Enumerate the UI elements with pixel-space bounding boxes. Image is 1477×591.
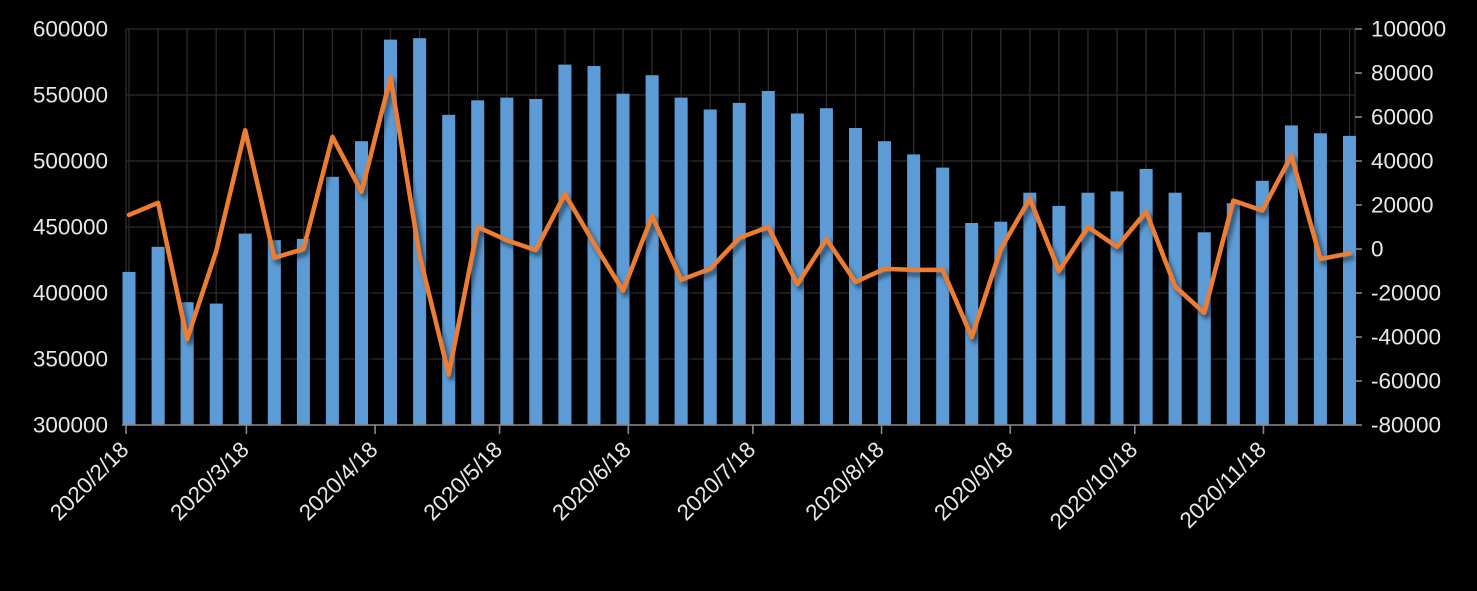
bar — [384, 39, 397, 425]
bar — [1023, 192, 1037, 425]
bar — [209, 303, 223, 425]
bar — [1052, 205, 1066, 425]
bar — [151, 246, 165, 425]
bar — [761, 91, 775, 425]
bar — [645, 75, 659, 425]
bar — [500, 97, 514, 425]
bar — [413, 38, 427, 425]
bar — [1284, 125, 1298, 426]
left-axis-tick-label: 400000 — [33, 281, 108, 306]
bar — [790, 113, 804, 425]
bar — [1110, 191, 1124, 425]
left-axis-tick-label: 550000 — [33, 83, 108, 108]
bar — [1139, 168, 1153, 425]
left-axis-tick-label: 500000 — [33, 149, 108, 174]
left-axis-tick-label: 450000 — [33, 215, 108, 240]
line-series — [126, 75, 1352, 377]
bar — [471, 100, 485, 426]
right-axis-tick-label: 0 — [1371, 237, 1384, 262]
bar — [674, 97, 688, 425]
right-axis-tick-label: 40000 — [1371, 149, 1434, 174]
bar — [529, 99, 543, 425]
bar — [122, 271, 136, 425]
bar — [616, 93, 630, 425]
right-axis-tick-label: 60000 — [1371, 105, 1434, 130]
left-axis-tick-label: 600000 — [33, 17, 108, 42]
bar — [936, 167, 950, 425]
bar — [849, 128, 862, 425]
right-axis-tick-label: 100000 — [1371, 17, 1446, 42]
bar — [907, 154, 921, 425]
bar — [238, 233, 252, 425]
right-axis-tick-label: -40000 — [1371, 325, 1441, 350]
left-axis-tick-label: 350000 — [33, 347, 108, 372]
bar — [732, 102, 746, 426]
bar — [1197, 232, 1211, 425]
bar — [1343, 135, 1356, 425]
left-axis-tick-label: 300000 — [33, 413, 108, 438]
bar — [1226, 203, 1240, 425]
right-axis-tick-label: 80000 — [1371, 61, 1434, 86]
bar — [965, 223, 979, 425]
right-axis-tick-label: 20000 — [1371, 193, 1434, 218]
bar — [994, 221, 1008, 425]
right-axis-tick-label: -60000 — [1371, 369, 1441, 394]
bar — [1081, 192, 1095, 425]
bar — [878, 141, 891, 425]
bar — [442, 114, 456, 426]
bar — [325, 176, 339, 425]
bar — [1255, 180, 1269, 425]
bar — [819, 108, 833, 425]
bar — [296, 238, 310, 425]
bar — [1168, 192, 1182, 425]
bar — [558, 64, 572, 425]
bar — [355, 141, 368, 425]
right-axis-tick-label: -20000 — [1371, 281, 1441, 306]
bar — [1313, 133, 1327, 426]
bar-series — [122, 38, 1356, 426]
bar — [267, 240, 281, 425]
right-axis-tick-label: -80000 — [1371, 413, 1441, 438]
